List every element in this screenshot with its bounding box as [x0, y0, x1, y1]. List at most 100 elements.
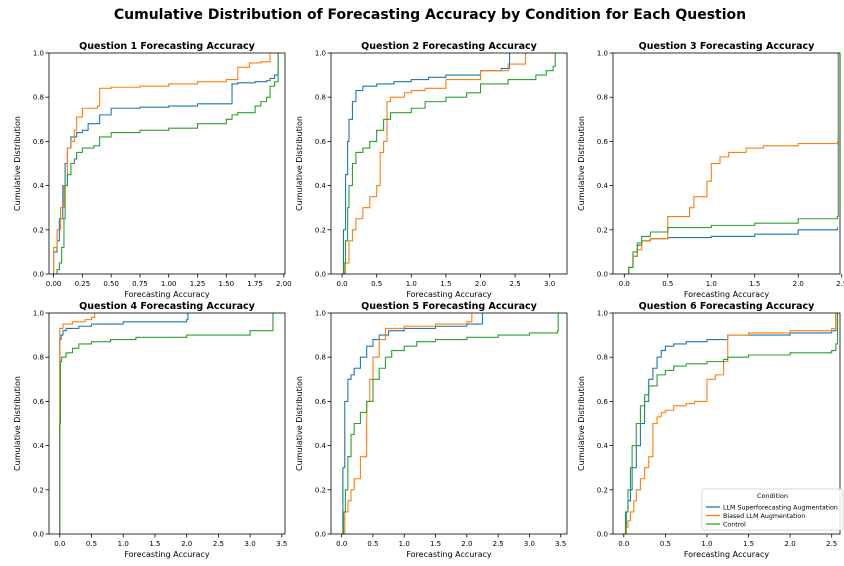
- x-tick-label: 1.5: [430, 540, 441, 548]
- x-tick-label: 1.0: [706, 280, 717, 288]
- x-tick-label: 1.0: [406, 280, 417, 288]
- x-axis-label: Forecasting Accuracy: [406, 550, 492, 559]
- x-tick-label: 0.75: [132, 280, 148, 288]
- y-axis-label: Cumulative Distribution: [13, 376, 22, 471]
- legend-entry: LLM Superforecasting Augmentation: [723, 504, 838, 511]
- y-tick-label: 0.8: [597, 94, 608, 102]
- y-tick-label: 0.2: [597, 486, 608, 494]
- x-tick-label: 1.0: [701, 540, 712, 548]
- y-tick-label: 0.0: [315, 531, 326, 539]
- y-tick-label: 0.0: [315, 271, 326, 279]
- y-tick-label: 0.4: [33, 182, 45, 190]
- series-line-llm-superforecasting-augmentation: [341, 313, 484, 534]
- axes-frame: [330, 312, 568, 535]
- x-tick-label: 3.5: [276, 540, 287, 548]
- y-tick-label: 0.6: [33, 138, 45, 146]
- y-tick-label: 0.2: [33, 486, 44, 494]
- y-axis-label: Cumulative Distribution: [13, 116, 22, 211]
- y-tick-label: 0.6: [315, 398, 327, 406]
- x-tick-label: 0.0: [54, 540, 65, 548]
- x-axis-label: Forecasting Accuracy: [406, 290, 492, 299]
- x-tick-label: 3.0: [245, 540, 256, 548]
- axes-frame: [48, 52, 286, 275]
- chart-panel-q2: Question 2 Forecasting Accuracy 0.0 0.5 1.0…: [295, 41, 568, 299]
- x-tick-label: 1.0: [399, 540, 410, 548]
- series-line-biased-llm-augmentation: [59, 313, 96, 534]
- y-tick-label: 0.6: [33, 398, 45, 406]
- x-tick-label: 2.5: [493, 540, 504, 548]
- legend-title: Condition: [757, 492, 788, 500]
- x-tick-label: 1.75: [247, 280, 263, 288]
- series-line-llm-superforecasting-augmentation: [624, 227, 838, 274]
- y-tick-label: 0.6: [597, 398, 609, 406]
- x-tick-label: 0.5: [371, 280, 382, 288]
- x-tick-label: 1.5: [149, 540, 160, 548]
- y-tick-label: 0.0: [597, 531, 608, 539]
- series-line-control: [342, 53, 556, 274]
- chart-title: Question 3 Forecasting Accuracy: [639, 41, 815, 52]
- y-tick-label: 0.2: [315, 486, 326, 494]
- series-line-control: [623, 313, 839, 534]
- x-tick-label: 3.0: [524, 540, 535, 548]
- chart-panel-q5: Question 5 Forecasting Accuracy 0.0 0.5 1.0…: [295, 301, 568, 559]
- y-tick-label: 0.6: [315, 138, 327, 146]
- y-tick-label: 0.8: [33, 94, 44, 102]
- series-line-llm-superforecasting-augmentation: [59, 313, 189, 534]
- x-tick-label: 2.0: [181, 540, 192, 548]
- axes-frame: [612, 312, 841, 535]
- series-line-control: [59, 313, 274, 534]
- y-tick-label: 0.0: [597, 271, 608, 279]
- y-tick-label: 0.2: [33, 226, 44, 234]
- x-tick-label: 1.5: [440, 280, 451, 288]
- chart-panel-q1: Question 1 Forecasting Accuracy 0.00 0.25 0…: [13, 41, 292, 299]
- series-line-biased-llm-augmentation: [341, 313, 473, 534]
- y-axis-label: Cumulative Distribution: [577, 116, 586, 211]
- chart-title: Question 1 Forecasting Accuracy: [79, 41, 255, 52]
- x-tick-label: 0.0: [618, 540, 629, 548]
- x-tick-label: 0.5: [662, 280, 673, 288]
- y-tick-label: 0.4: [315, 182, 327, 190]
- x-tick-label: 0.0: [619, 280, 630, 288]
- chart-title: Question 5 Forecasting Accuracy: [361, 301, 537, 312]
- chart-title: Question 4 Forecasting Accuracy: [79, 301, 255, 312]
- x-tick-label: 0.5: [660, 540, 671, 548]
- y-axis-label: Cumulative Distribution: [295, 116, 304, 211]
- y-tick-label: 1.0: [33, 50, 44, 58]
- x-tick-label: 1.0: [118, 540, 129, 548]
- series-line-biased-llm-augmentation: [53, 53, 271, 274]
- x-tick-label: 0.5: [367, 540, 378, 548]
- x-tick-label: 0.50: [103, 280, 119, 288]
- x-axis-label: Forecasting Accuracy: [684, 550, 770, 559]
- x-tick-label: 3.0: [544, 280, 555, 288]
- x-tick-label: 2.00: [276, 280, 292, 288]
- x-axis-label: Forecasting Accuracy: [124, 290, 210, 299]
- y-tick-label: 0.4: [597, 442, 609, 450]
- chart-panel-q6: Question 6 Forecasting Accuracy 0.0 0.5 1.0…: [577, 301, 841, 559]
- y-tick-label: 0.8: [315, 94, 326, 102]
- x-tick-label: 1.50: [218, 280, 234, 288]
- x-tick-label: 3.5: [555, 540, 566, 548]
- series-line-biased-llm-augmentation: [624, 141, 838, 274]
- y-tick-label: 0.4: [597, 182, 609, 190]
- y-tick-label: 1.0: [597, 50, 608, 58]
- y-tick-label: 0.4: [315, 442, 327, 450]
- y-tick-label: 0.6: [597, 138, 609, 146]
- chart-panel-q3: Question 3 Forecasting Accuracy 0.0 0.5 1.0…: [577, 41, 844, 299]
- x-tick-label: 2.5: [826, 540, 837, 548]
- y-tick-label: 1.0: [33, 310, 44, 318]
- x-tick-label: 1.25: [190, 280, 206, 288]
- axes-frame: [330, 52, 568, 275]
- y-tick-label: 1.0: [597, 310, 608, 318]
- series-line-biased-llm-augmentation: [623, 313, 837, 534]
- figure-suptitle: Cumulative Distribution of Forecasting A…: [114, 7, 746, 23]
- y-axis-label: Cumulative Distribution: [577, 376, 586, 471]
- legend-entry: Control: [723, 521, 746, 528]
- series-line-control: [624, 53, 839, 274]
- y-tick-label: 1.0: [315, 310, 326, 318]
- y-tick-label: 0.2: [597, 226, 608, 234]
- x-tick-label: 0.25: [75, 280, 91, 288]
- axes-frame: [612, 52, 841, 275]
- y-tick-label: 0.0: [33, 271, 44, 279]
